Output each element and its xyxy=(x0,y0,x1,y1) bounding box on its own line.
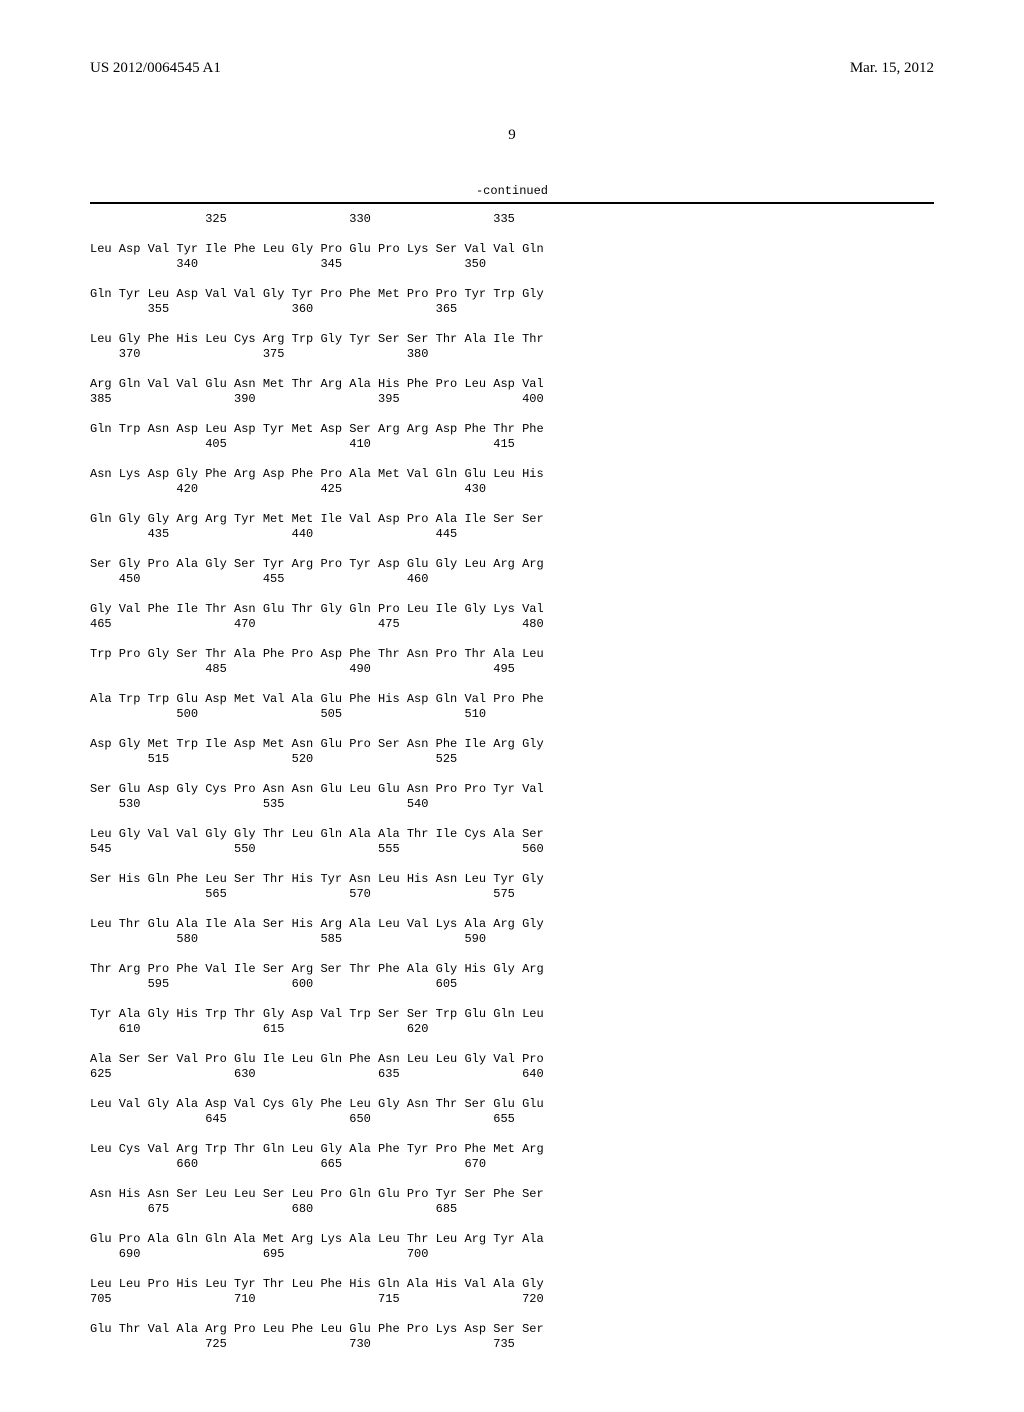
page-header: US 2012/0064545 A1 Mar. 15, 2012 xyxy=(90,60,934,77)
publication-number: US 2012/0064545 A1 xyxy=(90,60,221,77)
continued-label: -continued xyxy=(90,184,934,198)
sequence-listing: 325 330 335 Leu Asp Val Tyr Ile Phe Leu … xyxy=(90,212,934,1352)
page-number: 9 xyxy=(90,127,934,144)
page-container: US 2012/0064545 A1 Mar. 15, 2012 9 -cont… xyxy=(0,0,1024,1412)
top-rule xyxy=(90,202,934,204)
publication-date: Mar. 15, 2012 xyxy=(850,60,934,77)
